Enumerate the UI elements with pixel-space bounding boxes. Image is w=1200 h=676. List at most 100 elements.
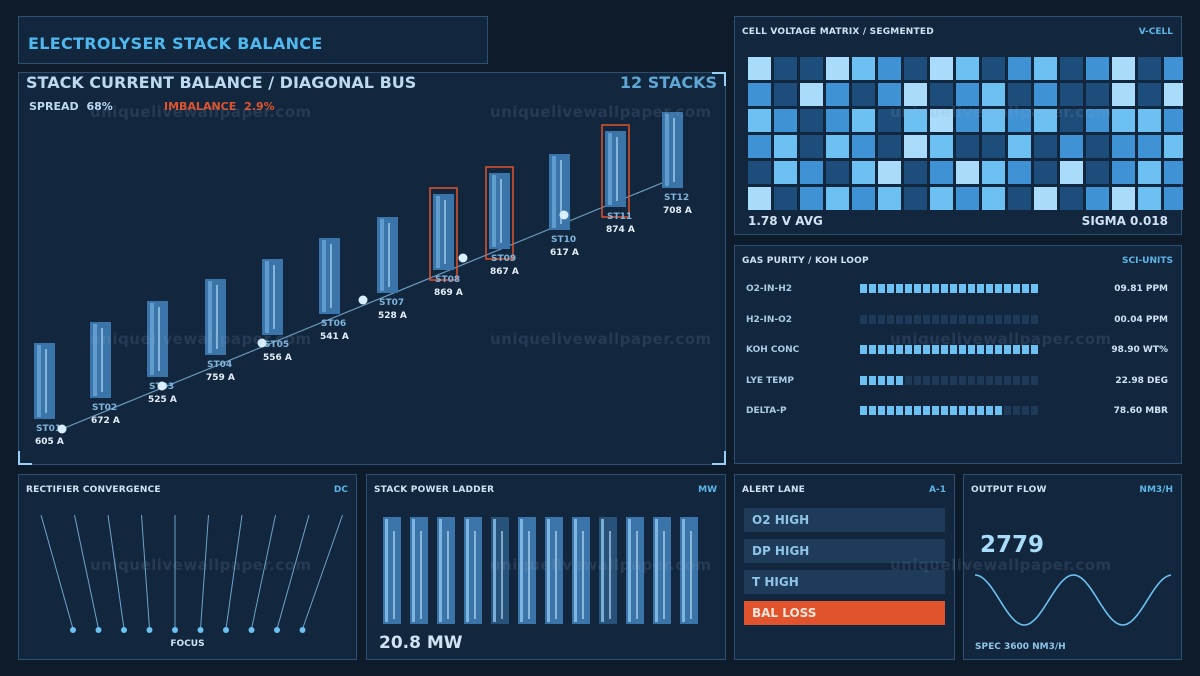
voltage-cell xyxy=(852,109,875,132)
gas-bar-segment xyxy=(923,375,930,385)
gas-row: KOH CONC 98.90 WT% xyxy=(735,344,1181,358)
gas-bar-segment xyxy=(995,314,1002,324)
bus-node xyxy=(257,338,267,348)
voltage-cell xyxy=(956,187,979,210)
power-bar-stripe xyxy=(574,519,577,622)
alert-item-o2-high[interactable]: O2 HIGH xyxy=(744,508,945,532)
stack-id-label: ST06 xyxy=(321,319,346,329)
gas-bar-segment xyxy=(878,375,885,385)
voltage-cell xyxy=(982,135,1005,158)
voltage-cell xyxy=(956,135,979,158)
voltage-cell xyxy=(930,83,953,106)
stack-bar-stripe xyxy=(216,285,218,349)
gas-bar-segment xyxy=(968,345,975,354)
focus-dot xyxy=(299,627,306,633)
voltage-cell xyxy=(878,187,901,210)
imbalance-frame xyxy=(429,187,458,281)
voltage-cell xyxy=(956,109,979,132)
voltage-cell xyxy=(1086,83,1109,106)
gas-bar-segment xyxy=(968,314,975,324)
voltage-cell xyxy=(826,57,849,80)
gas-bar-segment xyxy=(896,375,903,385)
gas-bar-segment xyxy=(878,406,885,415)
voltage-cell xyxy=(852,161,875,184)
gas-bar-segment xyxy=(968,406,975,415)
voltage-cell xyxy=(1008,161,1031,184)
voltage-cell xyxy=(1060,109,1083,132)
rectifier-diagram xyxy=(40,514,343,633)
gas-bar-segment xyxy=(950,314,957,324)
stack-id-label: ST11 xyxy=(607,212,632,222)
gas-level-bar xyxy=(860,314,1038,324)
stack-bar-stripe xyxy=(265,261,269,333)
gas-bar-segment xyxy=(860,345,867,354)
voltage-cell xyxy=(1034,57,1057,80)
header-panel: ELECTROLYSER STACK BALANCE xyxy=(18,16,488,64)
alert-item-dp-high[interactable]: DP HIGH xyxy=(744,539,945,563)
voltage-cell xyxy=(1034,83,1057,106)
gas-bar-segment xyxy=(878,345,885,354)
gas-value: 22.98 DEG xyxy=(1115,375,1168,386)
output-flow-panel: OUTPUT FLOW NM3/H 2779 SPEC 3600 NM3/H xyxy=(963,474,1182,660)
stack-id-label: ST09 xyxy=(491,254,516,264)
alert-item-label: T HIGH xyxy=(752,575,799,589)
focus-dot xyxy=(274,627,280,633)
gas-title: GAS PURITY / KOH LOOP xyxy=(742,256,869,266)
voltage-tag: V-CELL xyxy=(1138,27,1173,37)
rectifier-title: RECTIFIER CONVERGENCE xyxy=(26,485,161,495)
gas-bar-segment xyxy=(941,375,948,385)
stack-bar-stripe xyxy=(208,281,212,353)
voltage-cell xyxy=(956,161,979,184)
gas-bar-segment xyxy=(887,284,894,293)
gas-bar-segment xyxy=(896,314,903,324)
stack-current-label: 605 A xyxy=(35,437,64,447)
gas-row: O2-IN-H2 09.81 PPM xyxy=(735,283,1181,297)
spread-label: SPREAD xyxy=(29,100,79,113)
power-bar-stripe xyxy=(474,531,476,619)
gas-bar-segment xyxy=(995,375,1002,385)
gas-value: 09.81 PPM xyxy=(1114,284,1168,294)
stack-bar-stripe xyxy=(158,307,160,371)
power-bar-stripe xyxy=(439,519,442,622)
voltage-cell xyxy=(904,83,927,106)
gas-bar-segment xyxy=(860,375,867,385)
stack-bar-stripe xyxy=(673,118,675,182)
gas-bar-segment xyxy=(932,406,939,415)
power-bar-stripe xyxy=(547,519,550,622)
flow-title: OUTPUT FLOW xyxy=(971,485,1047,495)
gas-bar-segment xyxy=(977,375,984,385)
gas-bar-segment xyxy=(932,314,939,324)
rectifier-line xyxy=(40,514,74,630)
voltage-cell xyxy=(1138,57,1161,80)
stack-bar-stripe xyxy=(330,244,332,308)
stack-bar-stripe xyxy=(616,137,618,201)
gas-bar-segment xyxy=(950,375,957,385)
power-bar-stripe xyxy=(385,519,388,622)
gas-bar-segment xyxy=(1013,345,1020,354)
gas-bar-segment xyxy=(1031,345,1038,354)
stack-id-label: ST12 xyxy=(664,193,689,203)
voltage-cell xyxy=(930,135,953,158)
power-bar-stripe xyxy=(501,531,503,619)
gas-bar-segment xyxy=(887,345,894,354)
stack-current-panel: STACK CURRENT BALANCE / DIAGONAL BUS 12 … xyxy=(18,72,726,465)
voltage-cell xyxy=(878,135,901,158)
stack-current-title: STACK CURRENT BALANCE / DIAGONAL BUS xyxy=(26,73,417,92)
voltage-cell xyxy=(1034,161,1057,184)
gas-tag: SCI-UNITS xyxy=(1122,256,1173,266)
gas-bar-segment xyxy=(1004,284,1011,293)
voltage-cell xyxy=(1138,83,1161,106)
gas-bar-segment xyxy=(950,284,957,293)
voltage-average: 1.78 V AVG xyxy=(748,214,823,228)
alert-item-bal-loss[interactable]: BAL LOSS xyxy=(744,601,945,625)
voltage-cell xyxy=(1008,83,1031,106)
power-bar-stripe xyxy=(412,519,415,622)
gas-level-bar xyxy=(860,345,1038,354)
power-bar-stripe xyxy=(493,519,496,622)
voltage-cell xyxy=(774,57,797,80)
alert-item-t-high[interactable]: T HIGH xyxy=(744,570,945,594)
gas-bar-segment xyxy=(1004,375,1011,385)
voltage-cell xyxy=(826,161,849,184)
voltage-cell xyxy=(904,109,927,132)
gas-bar-segment xyxy=(968,375,975,385)
